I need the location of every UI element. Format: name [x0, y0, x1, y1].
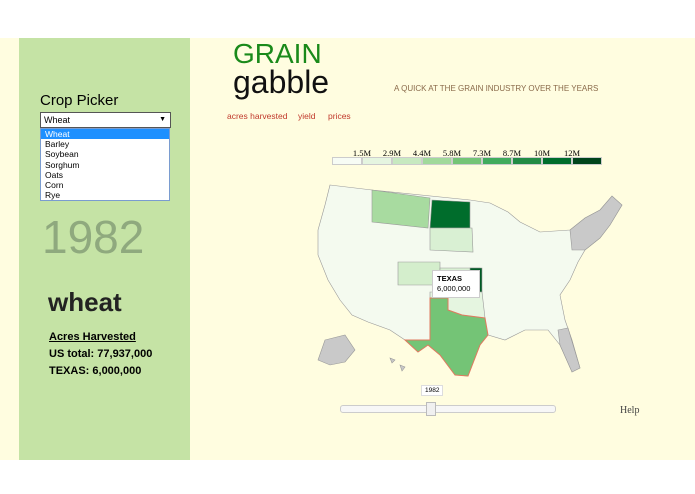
- legend-swatch: [542, 157, 572, 165]
- alaska: [317, 334, 356, 366]
- tagline: A QUICK AT THE GRAIN INDUSTRY OVER THE Y…: [394, 84, 599, 93]
- crop-option[interactable]: Sorghum: [45, 159, 80, 170]
- crop-options: Wheat Barley Soybean Sorghum Oats Corn Rye: [40, 128, 170, 202]
- crop-option[interactable]: Barley: [45, 139, 70, 150]
- legend-label: 4.4M: [412, 148, 432, 158]
- legend-swatch: [452, 157, 482, 165]
- tooltip-value: 6,000,000: [437, 284, 471, 293]
- state-total: TEXAS: 6,000,000: [49, 365, 142, 377]
- picker-label: Crop Picker: [40, 92, 119, 109]
- crop-option[interactable]: Soybean: [45, 149, 79, 160]
- slider-track[interactable]: [340, 405, 556, 413]
- subtitle: gabble: [233, 64, 330, 100]
- legend-label: 8.7M: [502, 148, 522, 158]
- legend-label: 12M: [563, 148, 581, 158]
- northeast: [569, 195, 623, 251]
- legend-swatch: [362, 157, 392, 165]
- tooltip-state: TEXAS: [437, 274, 463, 283]
- select-arrow: ▼: [159, 116, 166, 123]
- legend-label: 2.9M: [382, 148, 402, 158]
- legend-swatch: [392, 157, 422, 165]
- legend-swatch: [332, 157, 362, 165]
- us-total: US total: 77,937,000: [49, 348, 153, 360]
- hawaii: [389, 357, 406, 372]
- crop-option[interactable]: Rye: [45, 190, 61, 201]
- slider-label: 1982: [421, 385, 444, 396]
- legend-swatch: [482, 157, 512, 165]
- legend-swatch: [422, 157, 452, 165]
- montana: [371, 189, 431, 229]
- nav-link[interactable]: acres harvested: [227, 111, 288, 121]
- legend-label: 10M: [533, 148, 551, 158]
- crop-select[interactable]: Wheat ▼: [40, 112, 171, 128]
- tooltip: TEXAS 6,000,000: [432, 270, 480, 298]
- south-dakota: [429, 227, 474, 253]
- florida: [557, 327, 581, 373]
- legend-label: 1.5M: [352, 148, 372, 158]
- legend-swatch: [512, 157, 542, 165]
- crop-option[interactable]: Wheat: [41, 129, 169, 140]
- nav-link[interactable]: prices: [328, 111, 351, 121]
- crop-option[interactable]: Corn: [45, 179, 64, 190]
- sidebar: [19, 38, 190, 460]
- help-link[interactable]: Help: [620, 405, 640, 416]
- legend-swatch: [572, 157, 602, 165]
- legend-label: 7.3M: [472, 148, 492, 158]
- metric: Acres Harvested: [49, 331, 136, 343]
- year: 1982: [42, 211, 145, 263]
- nav-link[interactable]: yield: [298, 111, 316, 121]
- crop-option[interactable]: Oats: [45, 169, 63, 180]
- slider-handle[interactable]: [426, 402, 436, 416]
- legend-label: 5.8M: [442, 148, 462, 158]
- title: GRAIN: [233, 38, 322, 69]
- north-dakota: [429, 199, 471, 229]
- crop-name: wheat: [48, 287, 122, 317]
- selected-crop: Wheat: [44, 115, 71, 125]
- texas: [403, 297, 489, 377]
